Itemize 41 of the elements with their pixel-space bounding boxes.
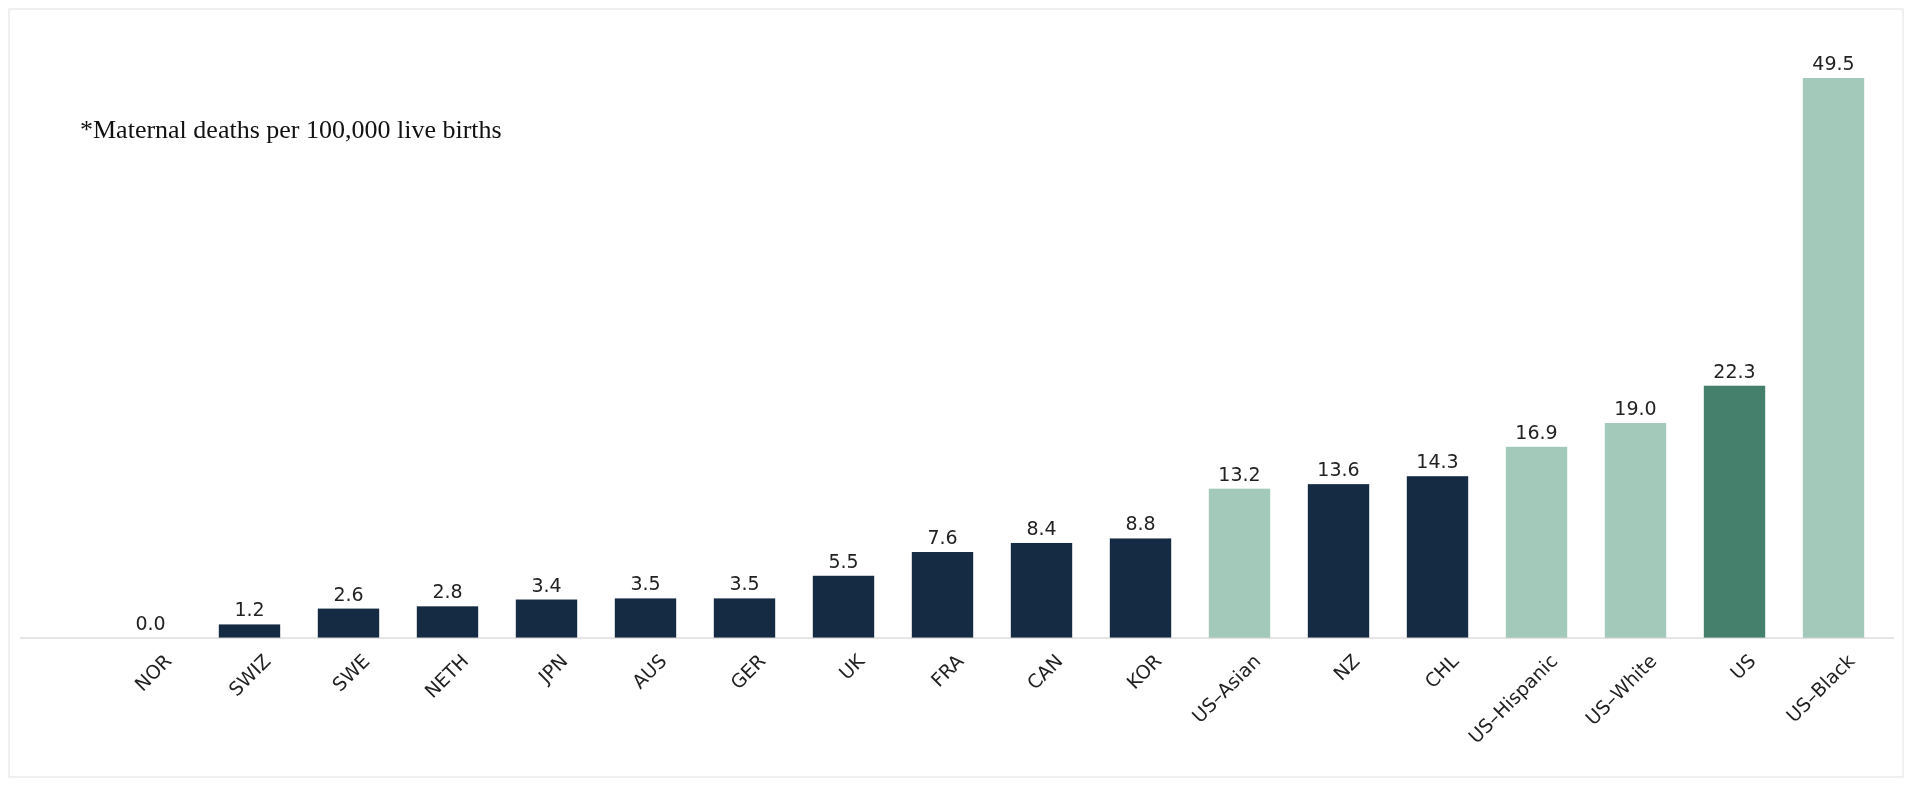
x-tick-label: UK [834,649,869,684]
bar [1703,385,1766,638]
bar [614,598,677,638]
annotation: *Maternal deaths per 100,000 live births [80,115,502,144]
bar [812,575,875,638]
data-label: 19.0 [1614,397,1657,420]
x-tick-label: FRA [926,649,968,691]
bar [1604,423,1667,638]
bar [1802,78,1865,638]
bar [1010,542,1073,638]
data-label: 22.3 [1713,359,1756,382]
data-label: 16.9 [1515,420,1558,443]
data-label: 5.5 [828,549,859,572]
bar [317,608,380,638]
bar [911,552,974,638]
bar [515,599,578,638]
bar [218,624,281,638]
data-label: 2.6 [333,582,364,605]
data-label: 3.5 [729,572,760,595]
data-label: 13.2 [1218,462,1261,485]
data-label: 2.8 [432,580,463,603]
bar [1505,446,1568,638]
bar [1406,476,1469,638]
data-label: 13.6 [1317,458,1360,481]
x-tick-label: NZ [1328,649,1364,685]
data-label: 8.4 [1026,516,1057,539]
data-label: 7.6 [927,526,958,549]
data-label: 8.8 [1125,512,1156,535]
data-label: 3.4 [531,573,562,596]
data-label: 14.3 [1416,450,1459,473]
data-label: 3.5 [630,572,661,595]
x-tick-label: CHL [1419,649,1463,692]
bar [1109,538,1172,638]
data-label: 49.5 [1812,52,1855,74]
bar [1307,484,1370,638]
bar [416,606,479,638]
data-label: 1.2 [234,598,265,621]
data-label: 0.0 [135,612,166,634]
bar [713,598,776,638]
x-tick-label: US [1725,649,1760,684]
bar [1208,488,1271,638]
